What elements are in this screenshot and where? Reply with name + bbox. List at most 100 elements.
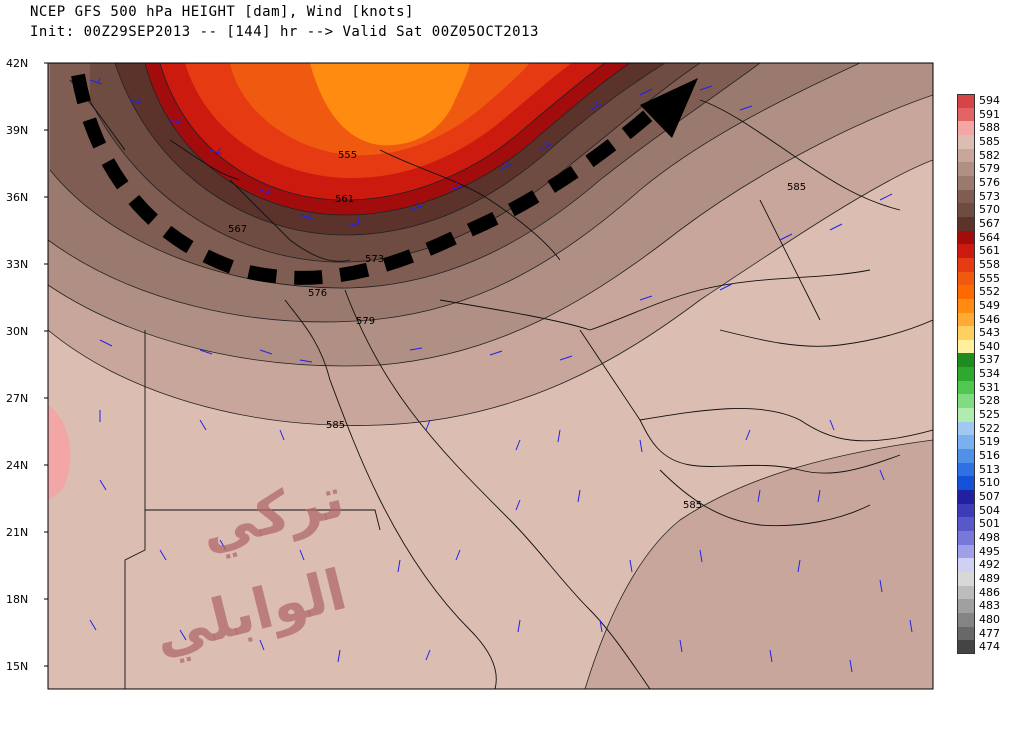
legend-item: 591 — [957, 107, 1027, 122]
legend-item: 513 — [957, 462, 1027, 477]
legend-swatch — [957, 544, 975, 559]
legend-label: 576 — [979, 175, 1000, 189]
legend-swatch — [957, 175, 975, 190]
legend-swatch — [957, 408, 975, 422]
band-552 — [310, 63, 470, 146]
watermark-line2: الوابلي — [148, 557, 353, 667]
legend-item: 531 — [957, 380, 1027, 395]
legend-item: 582 — [957, 148, 1027, 163]
legend-label: 570 — [979, 203, 1000, 217]
lat-label: 24N — [6, 459, 29, 472]
legend-item: 585 — [957, 134, 1027, 149]
legend-swatch — [957, 435, 975, 450]
legend-swatch — [957, 571, 975, 586]
legend-swatch — [957, 503, 975, 518]
contour-label: 579 — [356, 316, 375, 327]
legend-swatch — [957, 257, 975, 272]
lat-label: 18N — [6, 593, 29, 606]
legend-label: 555 — [979, 271, 1000, 285]
band-588 — [48, 405, 71, 500]
legend-label: 477 — [979, 626, 1000, 640]
lat-label: 21N — [6, 526, 29, 539]
legend-label: 543 — [979, 326, 1000, 340]
legend-swatch — [957, 326, 975, 340]
jet-flow-arrow — [71, 73, 665, 285]
legend-label: 486 — [979, 585, 1000, 599]
legend-swatch — [957, 490, 975, 504]
legend-swatch — [957, 380, 975, 395]
legend-label: 528 — [979, 394, 1000, 408]
contour-label: 585 — [326, 420, 345, 431]
legend-item: 483 — [957, 599, 1027, 613]
map-subtitle: Init: 00Z29SEP2013 -- [144] hr --> Valid… — [30, 24, 539, 40]
legend-swatch — [957, 640, 975, 654]
legend-swatch — [957, 339, 975, 354]
map-title: NCEP GFS 500 hPa HEIGHT [dam], Wind [kno… — [30, 4, 414, 20]
arrow-head — [640, 78, 698, 138]
legend-swatch — [957, 94, 975, 108]
watermark: تركي الوابلي — [148, 470, 353, 668]
contour-label: 585 — [683, 500, 702, 511]
legend-label: 549 — [979, 298, 1000, 312]
contour-label: 573 — [365, 254, 384, 265]
legend-swatch — [957, 189, 975, 204]
legend-item: 486 — [957, 585, 1027, 600]
legend-swatch — [957, 203, 975, 217]
legend-item: 549 — [957, 298, 1027, 313]
legend-label: 492 — [979, 558, 1000, 572]
legend-item: 588 — [957, 121, 1027, 135]
legend-item: 501 — [957, 517, 1027, 531]
legend-label: 474 — [979, 640, 1000, 654]
legend-label: 585 — [979, 134, 1000, 148]
legend-item: 552 — [957, 285, 1027, 299]
legend-item: 540 — [957, 339, 1027, 354]
legend-item: 558 — [957, 257, 1027, 272]
legend-item: 522 — [957, 421, 1027, 436]
legend-label: 537 — [979, 353, 1000, 367]
contour-label: 561 — [335, 194, 354, 205]
legend-item: 573 — [957, 189, 1027, 204]
legend-swatch — [957, 148, 975, 163]
lat-label: 36N — [6, 191, 29, 204]
legend-label: 480 — [979, 612, 1000, 626]
legend-item: 528 — [957, 394, 1027, 409]
legend-swatch — [957, 162, 975, 176]
legend-swatch — [957, 599, 975, 613]
legend-label: 495 — [979, 544, 1000, 558]
legend-swatch — [957, 298, 975, 313]
legend-label: 516 — [979, 449, 1000, 463]
contour-label: 576 — [308, 288, 327, 299]
band-582-se — [585, 440, 933, 689]
legend-label: 567 — [979, 216, 1000, 230]
legend-swatch — [957, 244, 975, 258]
legend-swatch — [957, 216, 975, 231]
legend-item: 570 — [957, 203, 1027, 217]
legend-swatch — [957, 476, 975, 491]
legend-label: 579 — [979, 162, 1000, 176]
contour-label: 567 — [228, 224, 247, 235]
legend-item: 519 — [957, 435, 1027, 450]
legend-label: 531 — [979, 380, 1000, 394]
legend-item: 498 — [957, 531, 1027, 545]
legend-label: 510 — [979, 476, 1000, 490]
legend-item: 576 — [957, 175, 1027, 190]
legend-label: 513 — [979, 462, 1000, 476]
legend-item: 525 — [957, 408, 1027, 422]
legend-label: 504 — [979, 503, 1000, 517]
legend-swatch — [957, 531, 975, 545]
legend-label: 558 — [979, 257, 1000, 271]
legend-item: 567 — [957, 216, 1027, 231]
legend-swatch — [957, 558, 975, 572]
legend-item: 537 — [957, 353, 1027, 368]
contour-label: 555 — [338, 150, 357, 161]
legend-label: 564 — [979, 230, 1000, 244]
legend-swatch — [957, 312, 975, 327]
legend-item: 561 — [957, 244, 1027, 258]
legend-label: 582 — [979, 148, 1000, 162]
legend-swatch — [957, 107, 975, 122]
legend-swatch — [957, 134, 975, 149]
legend-item: 579 — [957, 162, 1027, 176]
legend-item: 555 — [957, 271, 1027, 286]
legend-item: 510 — [957, 476, 1027, 491]
legend-swatch — [957, 394, 975, 409]
